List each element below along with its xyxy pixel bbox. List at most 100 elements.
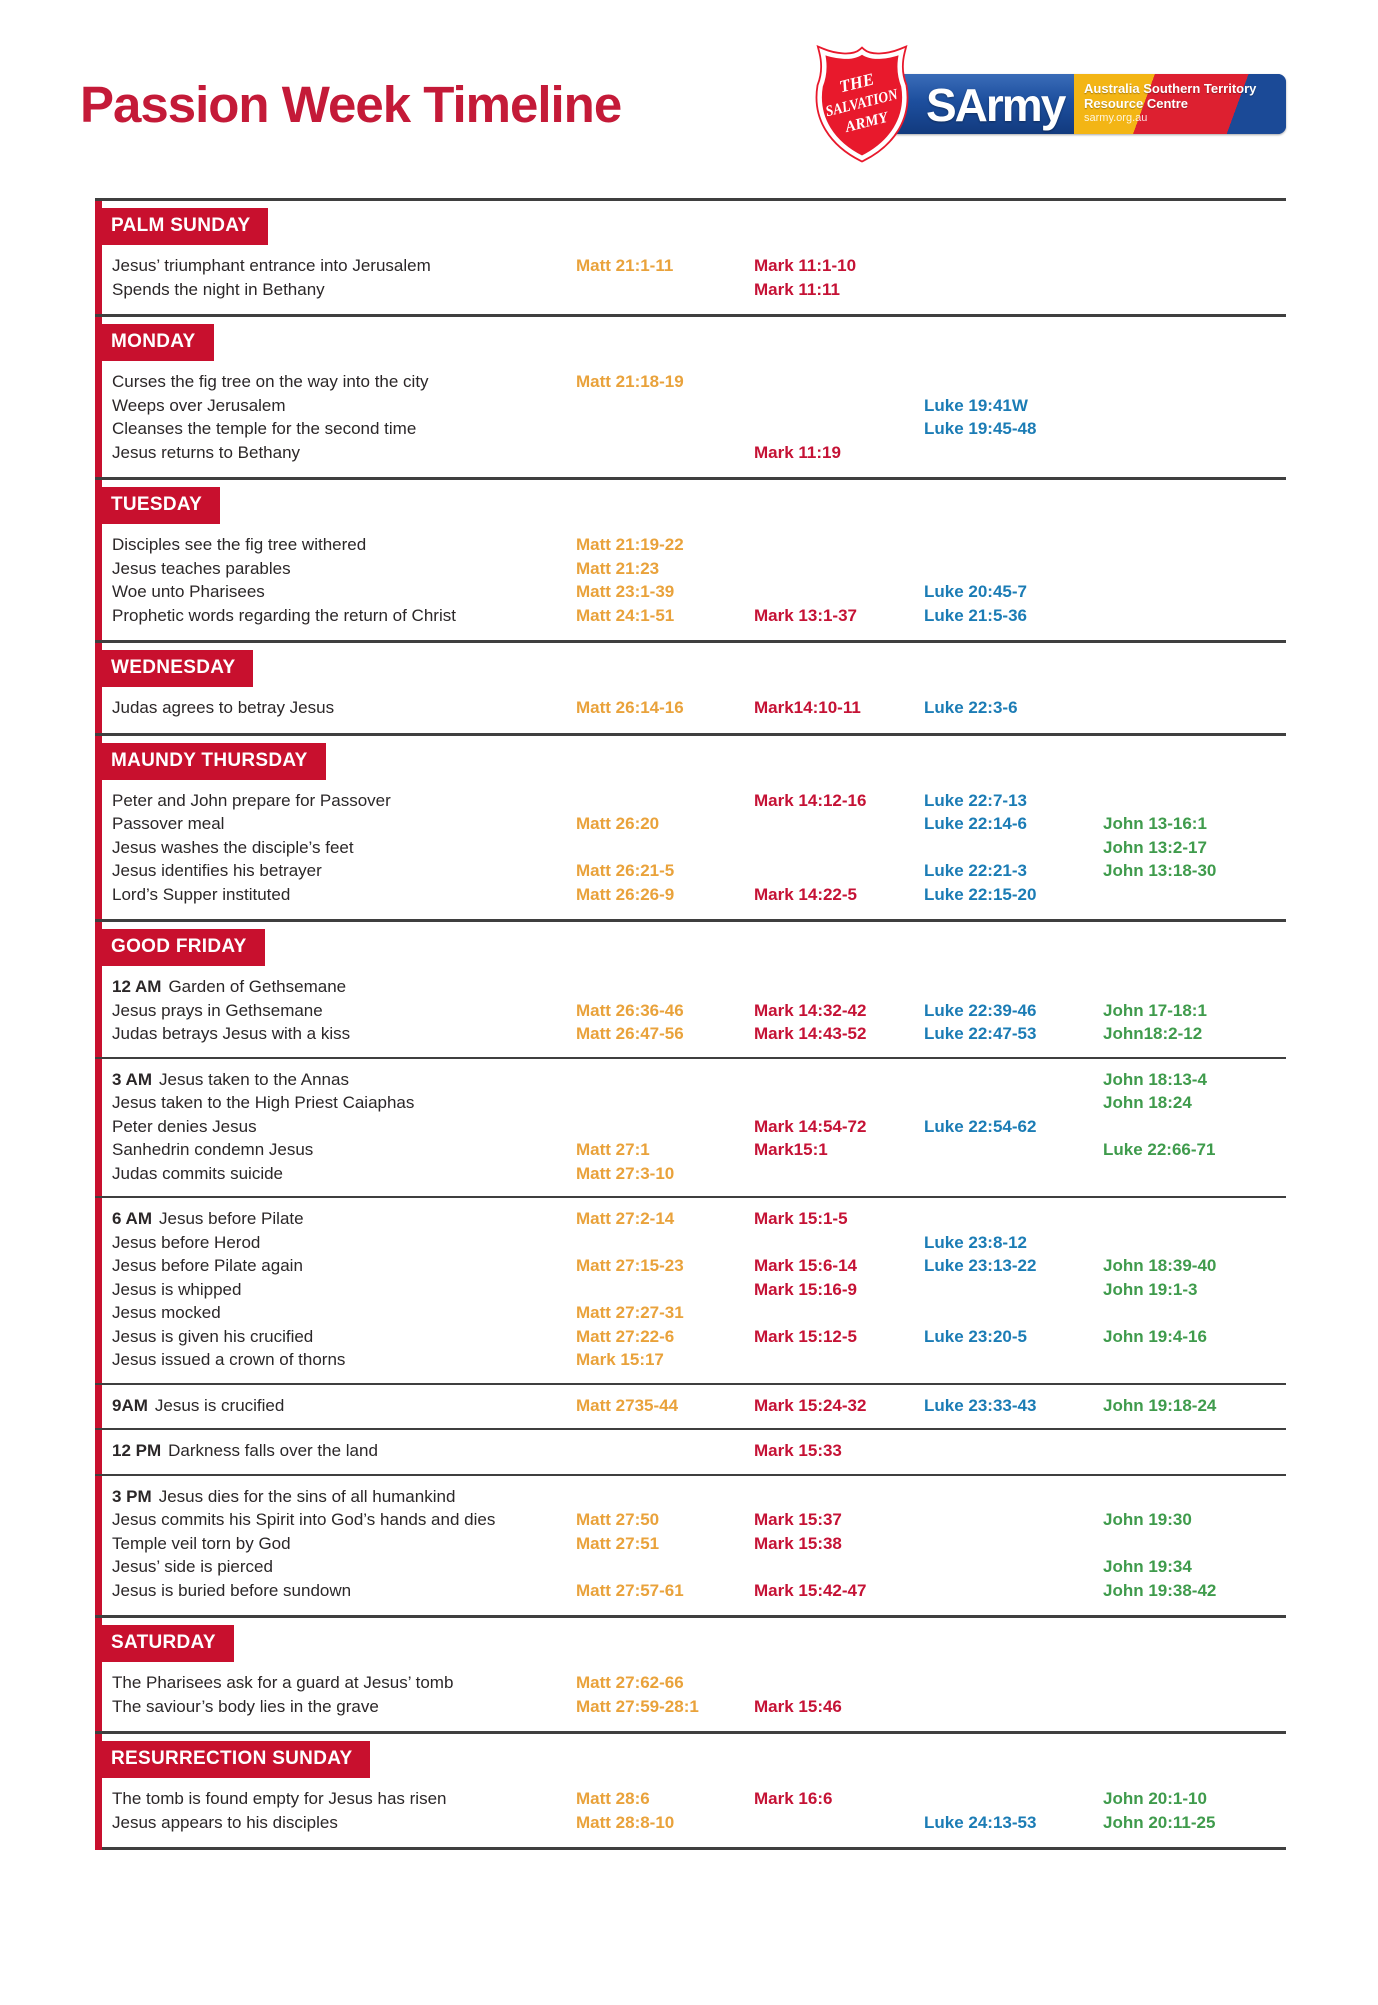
event-row: Jesus taken to the High Priest Caiaphas … <box>95 1091 1286 1115</box>
event-cell: Passover meal <box>112 812 576 836</box>
day-header: MAUNDY THURSDAY <box>95 742 326 780</box>
event-row: Jesus appears to his disciples Matt 28:8… <box>95 1811 1286 1835</box>
event-row: Jesus washes the disciple’s feet John 13… <box>95 836 1286 860</box>
luke-reference: Luke 21:5-36 <box>924 605 1027 625</box>
event-row: Disciples see the fig tree withered Matt… <box>95 533 1286 557</box>
event-row: Sanhedrin condemn Jesus Matt 27:1 Mark15… <box>95 1138 1286 1162</box>
event-description: Jesus teaches parables <box>112 558 291 578</box>
centre-line: Resource Centre <box>1084 96 1189 111</box>
mark-reference: Mark 15:6-14 <box>754 1256 858 1275</box>
event-description: Jesus’ triumphant entrance into Jerusale… <box>112 256 431 275</box>
mark-reference: Mark 16:6 <box>754 1789 833 1808</box>
john-reference: John 19:30 <box>1103 1510 1192 1529</box>
matt-reference: Matt 27:2-14 <box>576 1209 675 1228</box>
mark-reference: Mark 15:38 <box>754 1533 842 1553</box>
day-header-label: RESURRECTION SUNDAY <box>111 1748 353 1769</box>
event-description: Peter denies Jesus <box>112 1116 257 1136</box>
event-cell: Curses the fig tree on the way into the … <box>112 370 576 394</box>
john-reference: John 18:39-40 <box>1103 1256 1217 1275</box>
event-description: Jesus dies for the sins of all humankind <box>158 1486 456 1506</box>
luke-reference: Luke 22:15-20 <box>924 884 1037 904</box>
event-row: The tomb is found empty for Jesus has ri… <box>95 1787 1286 1811</box>
matt-reference: Matt 2735-44 <box>576 1395 679 1415</box>
event-description: Darkness falls over the land <box>168 1441 378 1460</box>
event-description: Peter and John prepare for Passover <box>112 790 391 810</box>
luke-reference: Luke 22:7-13 <box>924 790 1027 810</box>
john-reference: John 18:13-4 <box>1103 1069 1207 1089</box>
event-description: Jesus taken to the High Priest Caiaphas <box>112 1093 415 1112</box>
event-row: Jesus returns to Bethany Mark 11:19 <box>95 441 1286 465</box>
event-cell: Jesus issued a crown of thorns <box>112 1348 576 1372</box>
event-cell: The Pharisees ask for a guard at Jesus’ … <box>112 1671 576 1695</box>
event-row: Jesus identifies his betrayer Matt 26:21… <box>95 859 1286 883</box>
section-blocks: Jesus’ triumphant entrance into Jerusale… <box>95 254 1286 301</box>
time-block-divider <box>95 1056 1286 1059</box>
event-cell: 9AM Jesus is crucified <box>112 1394 576 1418</box>
event-row: Judas agrees to betray Jesus Matt 26:14-… <box>95 696 1286 720</box>
matt-reference: Matt 27:27-31 <box>576 1303 684 1322</box>
day-section: PALM SUNDAY Jesus’ triumphant entrance i… <box>95 198 1286 314</box>
sarmy-brand-text: SArmy <box>926 79 1066 131</box>
luke-reference: Luke 24:13-53 <box>924 1812 1037 1832</box>
event-cell: Jesus taken to the High Priest Caiaphas <box>112 1091 576 1115</box>
event-row: Lord’s Supper instituted Matt 26:26-9 Ma… <box>95 883 1286 907</box>
event-cell: Prophetic words regarding the return of … <box>112 604 576 628</box>
john-reference: John 20:1-10 <box>1103 1789 1207 1808</box>
sarmy-territory-text: Australia Southern Territory Resource Ce… <box>1084 81 1256 126</box>
event-description: Jesus issued a crown of thorns <box>112 1350 346 1369</box>
event-cell: Jesus’ triumphant entrance into Jerusale… <box>112 254 576 278</box>
day-section: RESURRECTION SUNDAY The tomb is found em… <box>95 1731 1286 1847</box>
event-description: Jesus mocked <box>112 1303 221 1322</box>
time-block-divider <box>95 1196 1286 1198</box>
time-block-divider <box>95 1428 1286 1430</box>
event-cell: Jesus appears to his disciples <box>112 1811 576 1835</box>
event-description: Cleanses the temple for the second time <box>112 419 417 438</box>
event-cell: Spends the night in Bethany <box>112 278 576 302</box>
event-description: Woe unto Pharisees <box>112 582 265 601</box>
event-cell: Peter and John prepare for Passover <box>112 789 576 813</box>
event-cell: Jesus is given his crucified <box>112 1325 576 1349</box>
event-time: 3 PM <box>112 1486 152 1506</box>
event-description: Jesus’ side is pierced <box>112 1557 273 1576</box>
john-reference: John 19:38-42 <box>1103 1580 1217 1600</box>
territory-line: Australia Southern Territory <box>1084 81 1257 96</box>
section-blocks: Disciples see the fig tree withered Matt… <box>95 533 1286 627</box>
event-cell: Jesus teaches parables <box>112 557 576 581</box>
matt-reference: Matt 21:1-11 <box>576 256 674 275</box>
event-row: Judas commits suicide Matt 27:3-10 <box>95 1162 1286 1186</box>
luke-reference: Luke 20:45-7 <box>924 582 1027 601</box>
mark-reference: Mark 14:32-42 <box>754 1000 867 1020</box>
event-row: 9AM Jesus is crucified Matt 2735-44 Mark … <box>95 1394 1286 1418</box>
event-row: The Pharisees ask for a guard at Jesus’ … <box>95 1671 1286 1695</box>
mark-reference: Mark 13:1-37 <box>754 605 858 625</box>
event-cell: Lord’s Supper instituted <box>112 883 576 907</box>
day-section: MAUNDY THURSDAY Peter and John prepare f… <box>95 732 1286 920</box>
luke-reference: Luke 22:39-46 <box>924 1000 1037 1020</box>
bottom-rule <box>95 1847 1286 1850</box>
luke-reference: Luke 22:14-6 <box>924 814 1027 833</box>
day-section: WEDNESDAY Judas agrees to betray Jesus M… <box>95 640 1286 733</box>
event-description: Garden of Gethsemane <box>168 977 347 996</box>
event-description: Temple veil torn by God <box>112 1533 291 1553</box>
section-blocks: Judas agrees to betray Jesus Matt 26:14-… <box>95 696 1286 720</box>
event-description: Sanhedrin condemn Jesus <box>112 1140 314 1159</box>
event-row: Woe unto Pharisees Matt 23:1-39 Luke 20:… <box>95 580 1286 604</box>
john-reference: John 19:18-24 <box>1103 1395 1217 1415</box>
section-blocks: Peter and John prepare for Passover Mark… <box>95 789 1286 907</box>
section-blocks: 12 AM Garden of Gethsemane Jesus prays in… <box>95 975 1286 1602</box>
event-description: Jesus returns to Bethany <box>112 442 301 462</box>
timeline: PALM SUNDAY Jesus’ triumphant entrance i… <box>95 198 1286 1850</box>
event-description: Jesus before Pilate <box>159 1209 304 1228</box>
event-row: Jesus mocked Matt 27:27-31 <box>95 1301 1286 1325</box>
mark-reference: Mark 15:42-47 <box>754 1580 867 1600</box>
event-time: 6 AM <box>112 1209 152 1228</box>
page-title: Passion Week Timeline <box>80 75 622 133</box>
event-cell: Jesus before Herod <box>112 1231 576 1255</box>
john-reference: John 13-16:1 <box>1103 814 1207 833</box>
section-blocks: The tomb is found empty for Jesus has ri… <box>95 1787 1286 1834</box>
event-cell: The tomb is found empty for Jesus has ri… <box>112 1787 576 1811</box>
event-description: Spends the night in Bethany <box>112 279 325 299</box>
matt-reference: Matt 27:22-6 <box>576 1326 675 1346</box>
event-row: Passover meal Matt 26:20 Luke 22:14-6 Jo… <box>95 812 1286 836</box>
luke-reference: Luke 23:8-12 <box>924 1232 1027 1252</box>
